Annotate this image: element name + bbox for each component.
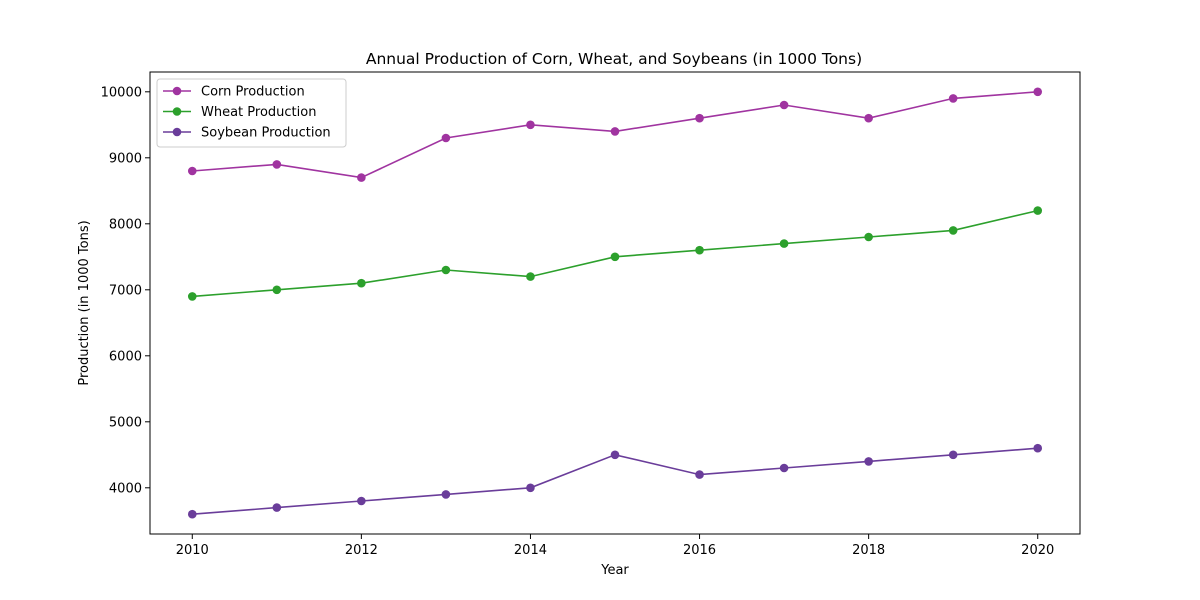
- y-tick-label: 8000: [109, 217, 142, 232]
- x-tick-label: 2018: [852, 543, 885, 558]
- wheat-data-point: [610, 252, 620, 262]
- x-tick-label: 2012: [345, 543, 378, 558]
- corn-data-point: [441, 133, 451, 143]
- soybean-data-point: [695, 470, 704, 479]
- corn-data-point: [187, 166, 197, 176]
- corn-data-point: [779, 100, 789, 110]
- wheat-data-point: [357, 278, 366, 288]
- wheat-data-point: [187, 292, 197, 301]
- wheat-data-point: [441, 265, 451, 275]
- chart-title: Annual Production of Corn, Wheat, and So…: [366, 50, 862, 68]
- soybean-data-point: [187, 509, 197, 519]
- x-tick-label: 2014: [514, 543, 547, 558]
- wheat-data-point: [526, 272, 535, 281]
- y-axis: 4000 5000 6000 7000 8000 9000 10000: [101, 85, 150, 496]
- y-axis-title: Production (in 1000 Tons): [77, 220, 92, 385]
- corn-data-point: [864, 113, 873, 123]
- x-tick-label: 2016: [683, 543, 716, 558]
- y-tick-label: 5000: [109, 415, 142, 430]
- plot-frame: [149, 71, 1081, 535]
- wheat-data-point: [695, 245, 704, 255]
- legend-marker-corn: [172, 86, 182, 96]
- legend-marker-wheat: [172, 107, 182, 116]
- legend-marker-soybean: [172, 127, 182, 137]
- soybean-data-point: [864, 457, 873, 466]
- corn-data-point: [1033, 87, 1043, 97]
- legend-box: [156, 78, 347, 148]
- x-axis: 2010 2012 2014 2016 2018 2020: [176, 534, 1054, 558]
- corn-data-point: [357, 173, 366, 182]
- y-tick-label: 7000: [109, 283, 142, 298]
- corn-data-point: [526, 120, 535, 130]
- corn-data-point: [610, 127, 620, 136]
- soybean-data-point: [526, 483, 535, 493]
- corn-data-point: [948, 94, 958, 103]
- wheat-data-point: [272, 285, 282, 295]
- legend: Corn Production Wheat Production Soybean P…: [156, 78, 347, 148]
- plot-area: [187, 87, 1043, 519]
- corn-data-point: [272, 160, 282, 169]
- soybean-data-point: [272, 503, 282, 512]
- soybean-data-point: [357, 496, 366, 506]
- x-axis-title: Year: [600, 563, 629, 578]
- soybean-data-point: [779, 463, 789, 473]
- x-tick-label: 2020: [1021, 543, 1054, 558]
- wheat-data-point: [779, 239, 789, 248]
- y-tick-label: 4000: [109, 481, 142, 496]
- soybean-data-point: [948, 450, 958, 460]
- wheat-data-point: [948, 226, 958, 235]
- legend-label-corn: Corn Production: [201, 85, 305, 100]
- legend-label-wheat: Wheat Production: [201, 105, 316, 120]
- legend-label-soybean: Soybean Production: [201, 126, 331, 141]
- wheat-data-point: [864, 232, 873, 242]
- y-tick-label: 10000: [101, 85, 142, 100]
- x-tick-label: 2010: [176, 543, 209, 558]
- soybean-data-point: [610, 450, 620, 460]
- soybean-data-point: [1033, 443, 1043, 453]
- wheat-data-point: [1033, 206, 1043, 215]
- corn-data-point: [695, 113, 704, 123]
- soybean-data-point: [441, 490, 451, 499]
- y-tick-label: 9000: [109, 151, 142, 166]
- y-tick-label: 6000: [109, 349, 142, 364]
